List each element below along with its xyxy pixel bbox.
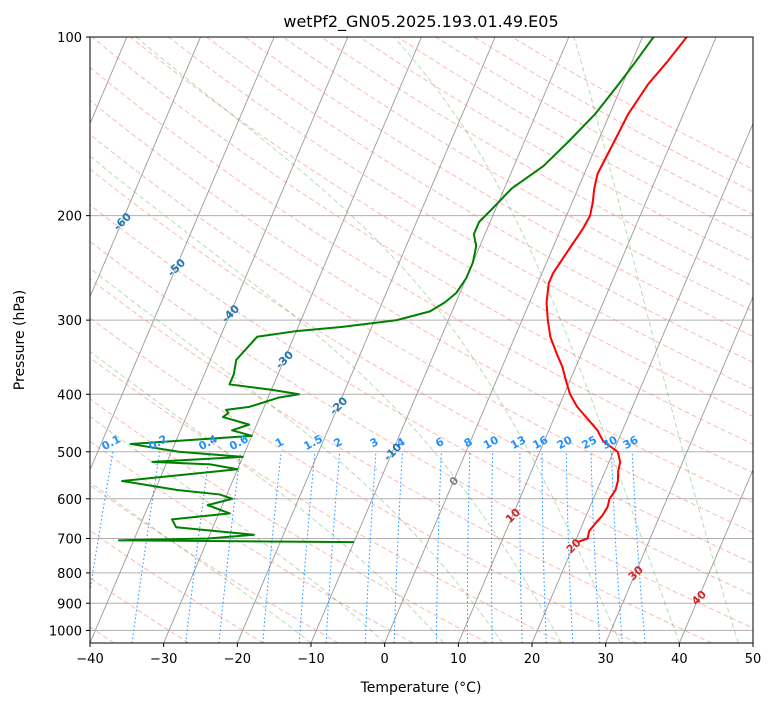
x-tick-label: 20	[524, 652, 541, 667]
isotherm-line	[678, 468, 753, 643]
isotherm-line	[384, 37, 643, 643]
mixing-ratio-label: 16	[531, 433, 551, 452]
dry-adiabat-line	[282, 37, 753, 312]
y-tick-label: 600	[57, 493, 82, 508]
mixing-ratio-line	[364, 451, 377, 643]
dry-adiabat-line	[90, 99, 753, 503]
isotherm-line	[90, 37, 275, 472]
x-tick-label: 50	[745, 652, 762, 667]
mixing-ratio-line	[262, 451, 282, 643]
moist-adiabat-line	[90, 481, 312, 643]
dry-adiabat-line	[244, 37, 753, 337]
x-tick-label: 30	[597, 652, 614, 667]
mixing-ratio-label: 25	[580, 433, 600, 452]
y-tick-label: 1000	[49, 624, 82, 639]
adiabat-layer	[90, 37, 753, 643]
x-tick-label: −20	[224, 652, 251, 667]
dry-adiabat-line	[90, 278, 712, 643]
dry-adiabat-line	[90, 204, 753, 596]
moist-adiabat-line	[90, 155, 562, 643]
mixing-ratio-line	[298, 451, 316, 643]
x-axis-label: Temperature (°C)	[360, 680, 482, 696]
mixing-ratio-line	[131, 451, 161, 643]
y-tick-label: 900	[57, 597, 82, 612]
dry-adiabat-line	[90, 317, 638, 643]
chart-title: wetPf2_GN05.2025.193.01.49.E05	[283, 12, 558, 32]
dry-adiabat-line	[90, 530, 264, 643]
x-tick-label: 0	[381, 652, 389, 667]
series-layer	[117, 37, 688, 544]
y-tick-label: 400	[57, 388, 82, 403]
mixing-ratio-line	[590, 451, 601, 643]
moist-adiabat-line	[393, 37, 680, 643]
y-tick-label: 500	[57, 446, 82, 461]
y-axis-label: Pressure (hPa)	[12, 290, 28, 390]
mixing-ratio-line	[218, 451, 242, 643]
mixing-ratio-label: 30	[600, 433, 620, 452]
dry-adiabat-line	[90, 133, 753, 533]
x-tick-label: −10	[297, 652, 324, 667]
temperature-line	[545, 37, 688, 544]
x-tick-label: −30	[150, 652, 177, 667]
y-tick-label: 200	[57, 210, 82, 225]
y-tick-label: 100	[57, 31, 82, 46]
moist-adiabat-line	[135, 37, 621, 643]
mixing-ratio-line	[185, 451, 211, 643]
moist-adiabat-line	[90, 350, 444, 643]
isotherm-line	[457, 37, 717, 643]
isotherm-line	[605, 295, 753, 643]
x-tick-label: −40	[76, 652, 103, 667]
x-tick-label: 10	[450, 652, 467, 667]
dry-adiabat-line	[90, 484, 339, 643]
mixing-ratio-label: 20	[555, 433, 575, 452]
dry-adiabat-line	[90, 398, 488, 643]
moist-adiabat-line	[90, 267, 503, 643]
dry-adiabat-line	[206, 37, 753, 363]
dry-adiabat-line	[90, 66, 753, 474]
mixing-ratio-line	[631, 451, 646, 643]
y-tick-label: 800	[57, 567, 82, 582]
dry-adiabat-line	[168, 37, 753, 390]
plot-frame	[89, 36, 754, 644]
dewpoint-line	[117, 37, 655, 544]
isotherm-line	[90, 37, 201, 298]
dry-adiabat-line	[90, 240, 753, 629]
x-tick-label: 40	[671, 652, 688, 667]
isotherm-line	[531, 122, 753, 643]
y-tick-label: 700	[57, 533, 82, 548]
y-tick-label: 300	[57, 314, 82, 329]
moist-adiabat-line	[90, 415, 386, 643]
isotherm-line	[90, 37, 349, 643]
dry-adiabat-line	[90, 440, 414, 643]
mixing-ratio-label: 10	[481, 433, 501, 452]
mixing-ratio-line	[325, 451, 341, 643]
mixing-ratio-label: 36	[621, 433, 641, 452]
dry-adiabat-line	[90, 357, 563, 643]
mixing-ratio-label: 13	[508, 433, 528, 452]
moist-adiabat-line	[573, 37, 739, 643]
